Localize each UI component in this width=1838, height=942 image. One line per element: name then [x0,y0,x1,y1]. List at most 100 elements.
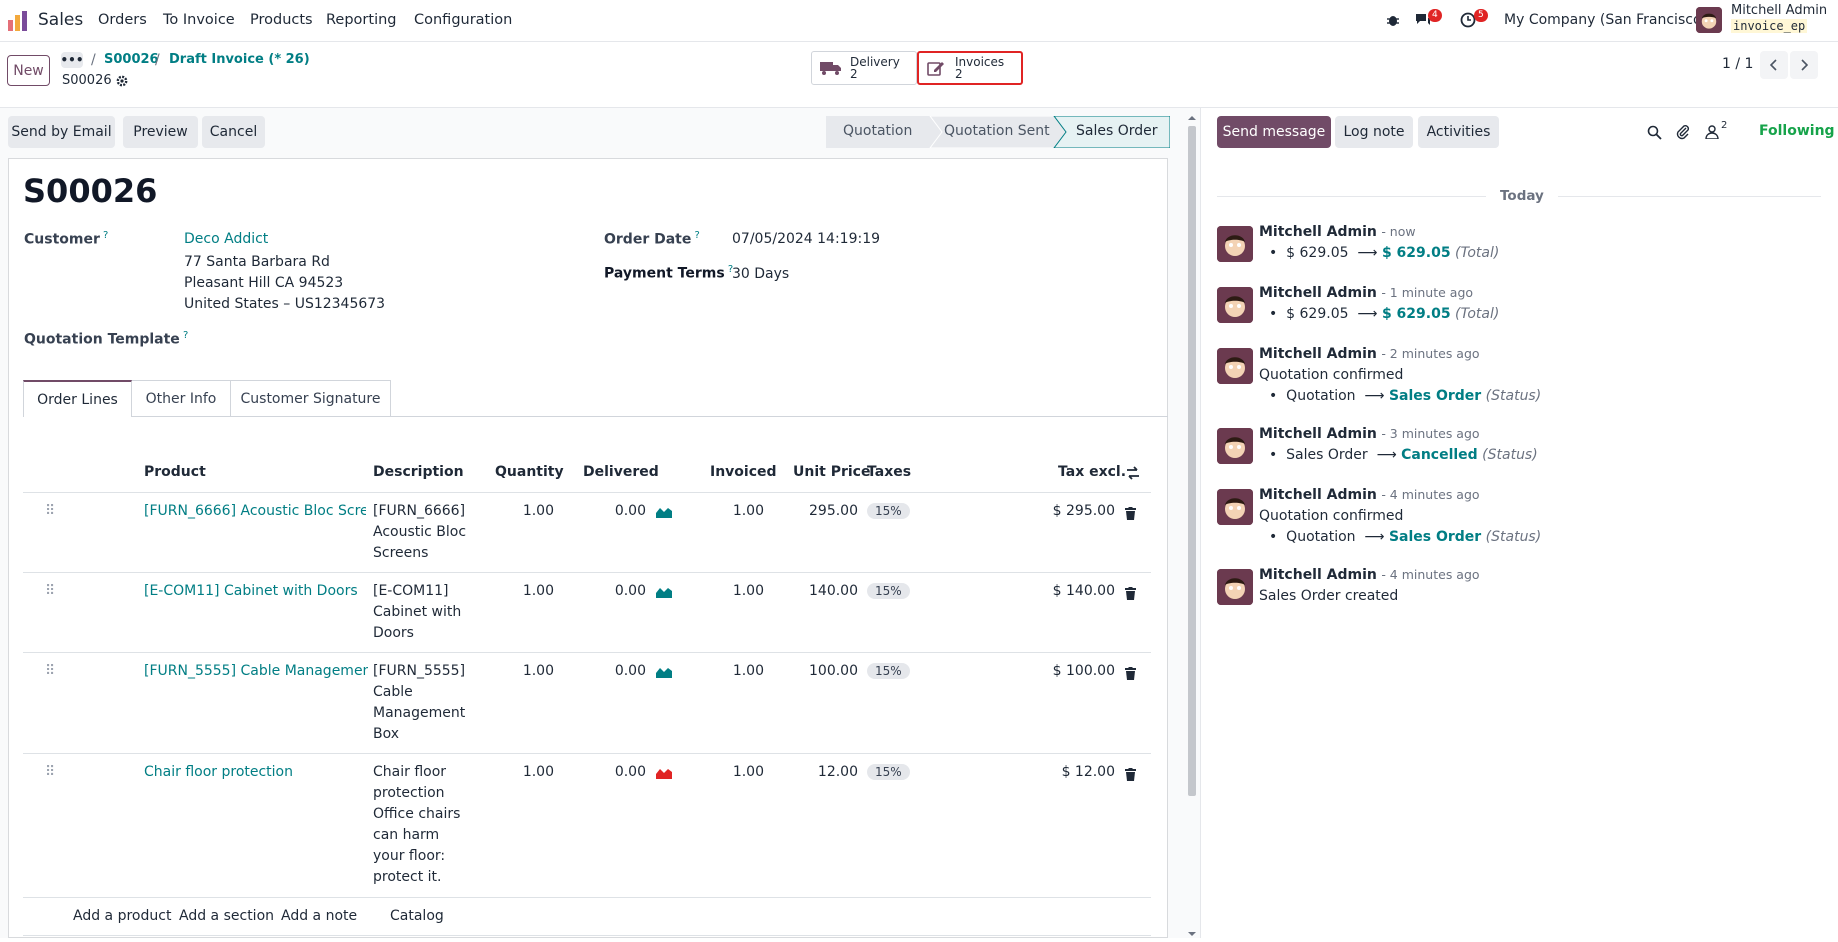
quantity-cell[interactable]: 1.00 [522,583,554,599]
avatar[interactable] [1217,348,1253,384]
tab-customer-signature[interactable]: Customer Signature [231,380,391,416]
pager-next-button[interactable] [1790,51,1818,79]
add-product-link[interactable]: Add a product [73,908,172,924]
column-header-description[interactable]: Description [373,464,464,480]
status-quotation[interactable]: Quotation [843,123,913,139]
order-date-value[interactable]: 07/05/2024 14:19:19 [732,231,881,247]
payment-terms-value[interactable]: 30 Days [732,266,790,282]
trash-icon[interactable] [1125,507,1136,520]
column-header-tax-excl[interactable]: Tax excl. [1058,464,1127,480]
tax-tag[interactable]: 15% [867,764,910,780]
message-author[interactable]: Mitchell Admin [1259,285,1377,301]
message-author[interactable]: Mitchell Admin [1259,224,1377,240]
catalog-link[interactable]: Catalog [390,908,444,924]
new-button[interactable]: New [7,55,50,86]
message-author[interactable]: Mitchell Admin [1259,487,1377,503]
messages-icon[interactable] [1414,12,1432,28]
forecast-chart-icon[interactable] [656,767,672,779]
description-cell[interactable]: [FURN_6666] Acoustic Bloc Screens [373,503,467,561]
menu-products[interactable]: Products [250,12,313,28]
product-link[interactable]: [E-COM11] Cabinet with Doors [144,583,358,599]
quantity-cell[interactable]: 1.00 [522,503,554,519]
tab-other-info[interactable]: Other Info [132,380,231,416]
add-section-link[interactable]: Add a section [179,908,275,924]
add-note-link[interactable]: Add a note [281,908,358,924]
preview-button[interactable]: Preview [123,116,198,148]
following-button[interactable]: Following [1759,123,1835,139]
company-switcher[interactable]: My Company (San Francisco) [1504,12,1707,28]
search-icon[interactable] [1647,125,1662,140]
user-name[interactable]: Mitchell Admin [1731,3,1828,18]
column-header-unit-price[interactable]: Unit Price [793,464,871,480]
drag-handle-icon[interactable]: ⠿ [45,583,56,599]
avatar[interactable] [1217,226,1253,262]
send-message-button[interactable]: Send message [1217,116,1331,148]
avatar[interactable] [1217,489,1253,525]
app-name[interactable]: Sales [38,10,84,30]
description-cell[interactable]: [FURN_5555] Cable Management Box [373,663,466,742]
followers-count[interactable]: 2 [1721,120,1728,131]
quantity-cell[interactable]: 1.00 [522,663,554,679]
trash-icon[interactable] [1125,768,1136,781]
trash-icon[interactable] [1125,587,1136,600]
status-quotation-sent[interactable]: Quotation Sent [944,123,1050,139]
menu-reporting[interactable]: Reporting [326,12,397,28]
log-note-button[interactable]: Log note [1335,116,1413,148]
forecast-chart-icon[interactable] [656,666,672,678]
column-header-taxes[interactable]: Taxes [867,464,912,480]
tax-tag[interactable]: 15% [867,663,910,679]
forecast-chart-icon[interactable] [656,586,672,598]
customer-link[interactable]: Deco Addict [184,231,269,247]
avatar[interactable] [1217,569,1253,605]
gear-icon[interactable] [116,75,128,87]
tax-tag[interactable]: 15% [867,583,910,599]
unit-price-cell[interactable]: 295.00 [809,503,858,519]
column-header-product[interactable]: Product [144,464,206,480]
form-scrollbar[interactable] [1186,114,1198,938]
message-author[interactable]: Mitchell Admin [1259,426,1377,442]
avatar[interactable] [1217,428,1253,464]
message-author[interactable]: Mitchell Admin [1259,346,1377,362]
debug-bug-icon[interactable] [1386,13,1400,27]
breadcrumb-parent[interactable]: S00026 [104,52,159,67]
product-link[interactable]: [FURN_5555] Cable Management Bo [144,663,368,679]
cancel-button[interactable]: Cancel [202,116,265,148]
description-cell[interactable]: [E-COM11] Cabinet with Doors [373,583,462,641]
forecast-chart-icon[interactable] [656,506,672,518]
breadcrumb-current[interactable]: Draft Invoice (* 26) [169,52,310,67]
avatar[interactable] [1217,287,1253,323]
column-header-delivered[interactable]: Delivered [583,464,659,480]
message-author[interactable]: Mitchell Admin [1259,567,1377,583]
menu-configuration[interactable]: Configuration [414,12,513,28]
status-sales-order[interactable]: Sales Order [1076,123,1158,139]
sales-app-icon[interactable] [6,9,30,33]
drag-handle-icon[interactable]: ⠿ [45,663,56,679]
column-header-invoiced[interactable]: Invoiced [710,464,777,480]
description-cell[interactable]: Chair floor protection Office chairs can ha… [373,764,461,885]
product-link[interactable]: Chair floor protection [144,764,293,780]
unit-price-cell[interactable]: 12.00 [817,764,858,780]
invoices-smart-button[interactable]: Invoices 2 [917,51,1023,85]
drag-handle-icon[interactable]: ⠿ [45,503,56,519]
quantity-cell[interactable]: 1.00 [522,764,554,780]
user-avatar[interactable] [1696,7,1722,33]
pager-value[interactable]: 1 / 1 [1722,56,1754,72]
pager-previous-button[interactable] [1760,51,1788,79]
send-by-email-button[interactable]: Send by Email [8,116,115,148]
followers-icon[interactable] [1705,125,1719,139]
activities-button[interactable]: Activities [1418,116,1499,148]
drag-handle-icon[interactable]: ⠿ [45,764,56,780]
unit-price-cell[interactable]: 140.00 [809,583,858,599]
delivery-smart-button[interactable]: Delivery 2 [811,51,917,85]
breadcrumb-ellipsis-button[interactable]: ••• [60,52,84,68]
unit-price-cell[interactable]: 100.00 [809,663,858,679]
tax-tag[interactable]: 15% [867,503,910,519]
menu-orders[interactable]: Orders [98,12,147,28]
column-header-quantity[interactable]: Quantity [495,464,564,480]
trash-icon[interactable] [1125,667,1136,680]
menu-to-invoice[interactable]: To Invoice [163,12,235,28]
paperclip-icon[interactable] [1676,124,1690,140]
product-link[interactable]: [FURN_6666] Acoustic Bloc Screens [144,503,366,519]
optional-columns-icon[interactable] [1125,465,1141,481]
tab-order-lines[interactable]: Order Lines [23,380,132,417]
